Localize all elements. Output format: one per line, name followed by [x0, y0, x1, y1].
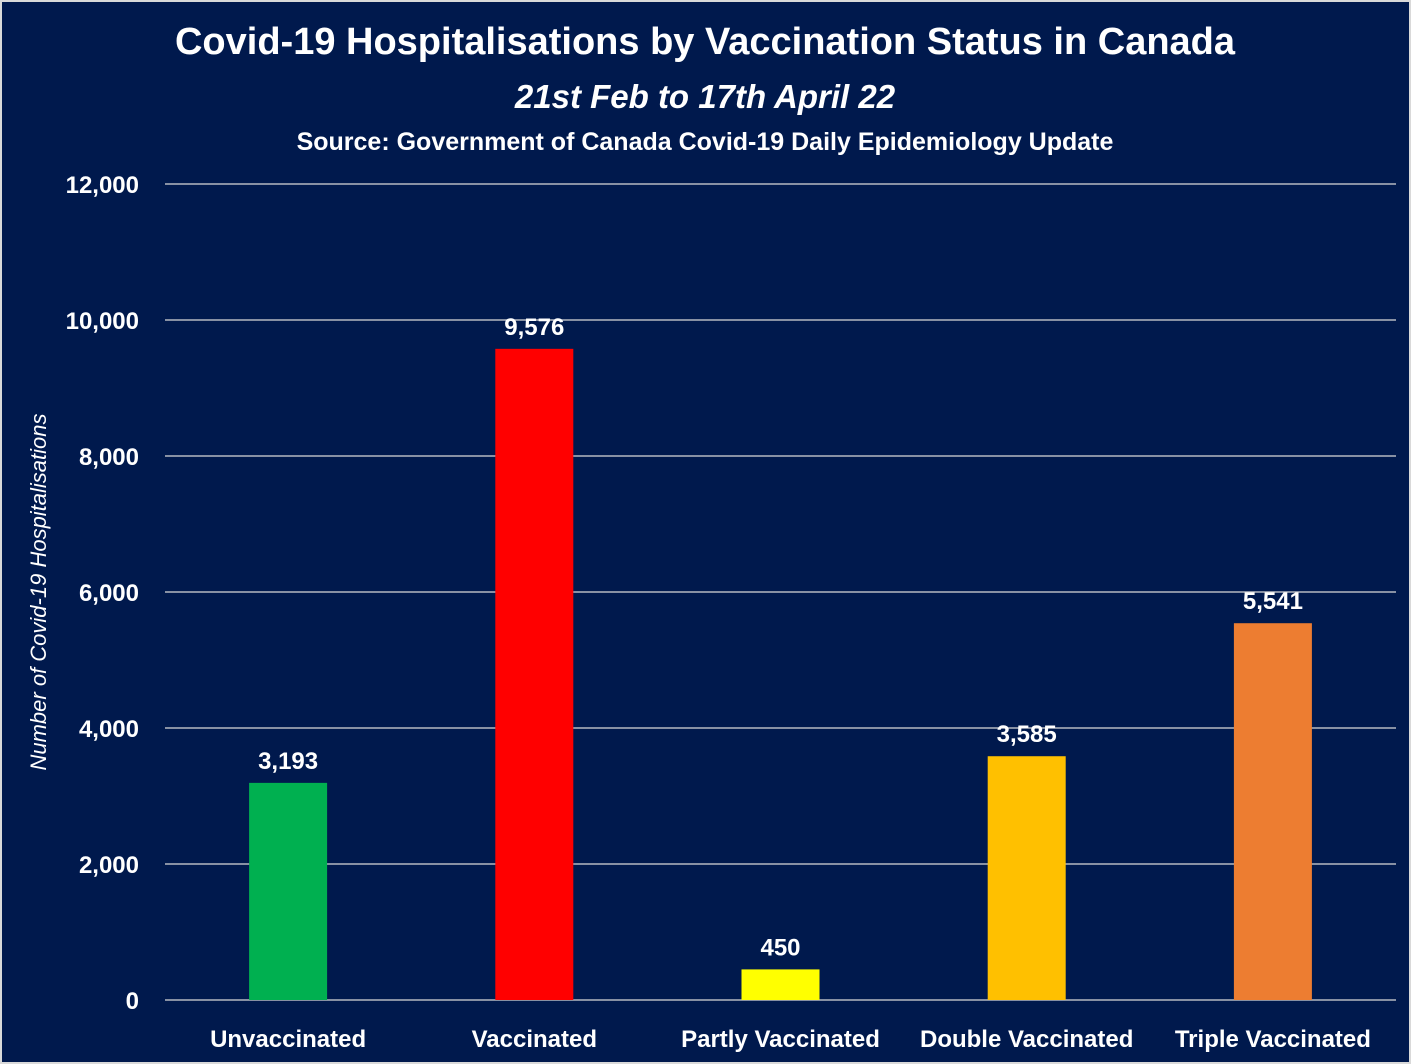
x-tick-label: Unvaccinated [210, 1026, 366, 1053]
bar-partly-vaccinated [741, 969, 820, 1000]
chart-title: Covid-19 Hospitalisations by Vaccination… [175, 21, 1236, 63]
x-tick-label: Double Vaccinated [920, 1026, 1133, 1053]
bar-value-label: 5,541 [1243, 588, 1303, 615]
y-tick-label: 4,000 [79, 716, 139, 743]
x-tick-label: Triple Vaccinated [1175, 1026, 1371, 1053]
bar-value-label: 3,585 [997, 721, 1057, 748]
bar-vaccinated [495, 348, 574, 1000]
bar-double-vaccinated [987, 756, 1066, 1000]
bar-unvaccinated [249, 782, 328, 1000]
y-tick-label: 10,000 [66, 308, 139, 335]
bar-value-label: 450 [760, 934, 800, 961]
bar-value-label: 9,576 [504, 314, 564, 341]
x-tick-label: Vaccinated [472, 1026, 597, 1053]
y-tick-label: 6,000 [79, 580, 139, 607]
bar-value-label: 3,193 [258, 748, 318, 775]
y-tick-label: 0 [126, 988, 139, 1015]
y-tick-label: 8,000 [79, 444, 139, 471]
bar-triple-vaccinated [1233, 623, 1312, 1000]
y-tick-label: 12,000 [66, 172, 139, 199]
x-tick-label: Partly Vaccinated [681, 1026, 880, 1053]
chart-source: Source: Government of Canada Covid-19 Da… [297, 128, 1114, 156]
y-axis-label: Number of Covid-19 Hospitalisations [26, 413, 51, 770]
chart-subtitle: 21st Feb to 17th April 22 [514, 78, 896, 115]
y-tick-label: 2,000 [79, 852, 139, 879]
